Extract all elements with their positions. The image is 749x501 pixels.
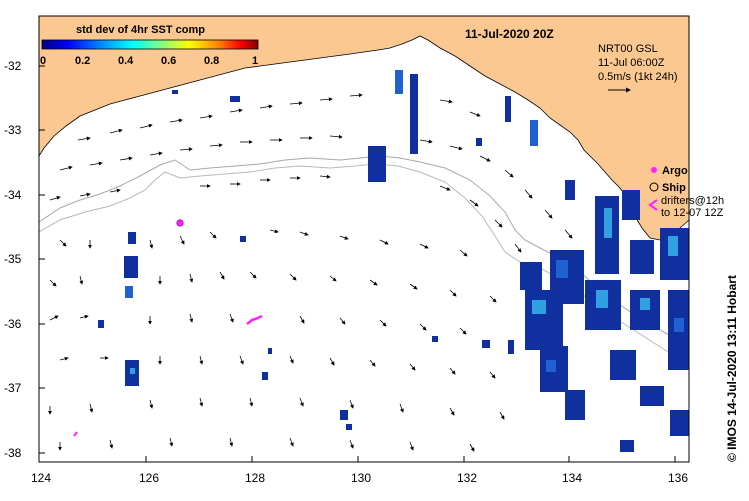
y-tick-label: -32 <box>4 59 22 73</box>
colorbar-tick-2: 0.4 <box>118 55 134 67</box>
colorbar-tick-3: 0.6 <box>161 55 176 67</box>
x-tick-label: 130 <box>351 471 371 485</box>
x-tick-label: 126 <box>139 471 159 485</box>
model-name: NRT00 GSL <box>598 43 658 55</box>
drifter-legend-icon <box>648 199 658 211</box>
drifter-legend-line2: to 12-07 12Z <box>661 207 724 219</box>
x-tick-label: 124 <box>31 471 51 485</box>
y-axis: -32 -33 -34 -35 -36 -37 -38 <box>4 59 45 460</box>
credit-text: © IMOS 14-Jul-2020 13:11 Hobart <box>725 275 739 462</box>
x-axis: 124 126 128 130 132 134 136 <box>31 456 688 485</box>
x-tick-label: 134 <box>562 471 582 485</box>
y-tick-label: -35 <box>4 252 22 266</box>
y-tick-label: -37 <box>4 381 22 395</box>
colorbar-tick-4: 0.8 <box>204 55 219 67</box>
vector-scale-label: 0.5m/s (1kt 24h) <box>598 71 677 83</box>
ship-legend-icon <box>649 182 659 192</box>
x-tick-label: 132 <box>457 471 477 485</box>
y-tick-label: -38 <box>4 446 22 460</box>
x-tick-label: 128 <box>245 471 265 485</box>
current-source-info: NRT00 GSL 11-Jul 06:00Z 0.5m/s (1kt 24h) <box>598 43 677 93</box>
x-tick-label: 136 <box>668 471 688 485</box>
argo-float-markers <box>73 219 263 437</box>
colorbar-tick-0: 0 <box>40 55 46 67</box>
argo-legend-icon <box>651 167 657 173</box>
ship-legend-label: Ship <box>662 182 686 194</box>
colorbar-tick-5: 1 <box>252 55 258 67</box>
map-date-title: 11-Jul-2020 20Z <box>465 27 554 41</box>
colorbar-tick-1: 0.2 <box>75 55 90 67</box>
argo-legend-label: Argo <box>662 165 688 177</box>
plot-frame <box>38 15 690 463</box>
colorbar-ticks: 0 0.2 0.4 0.6 0.8 1 <box>40 55 258 67</box>
colorbar-title: std dev of 4hr SST comp <box>76 24 205 36</box>
y-tick-label: -34 <box>4 188 22 202</box>
colorbar: std dev of 4hr SST comp 0 0.2 0.4 0.6 0.… <box>40 24 259 67</box>
drifter-legend-line1: drifters@12h <box>661 195 724 207</box>
y-tick-label: -33 <box>4 123 22 137</box>
sst-stddev-patches <box>98 70 689 452</box>
model-time: 11-Jul 06:00Z <box>598 57 665 69</box>
current-vectors <box>48 93 573 452</box>
y-tick-label: -36 <box>4 317 22 331</box>
marker-legend: Argo Ship drifters@12h to 12-07 12Z <box>648 165 724 219</box>
